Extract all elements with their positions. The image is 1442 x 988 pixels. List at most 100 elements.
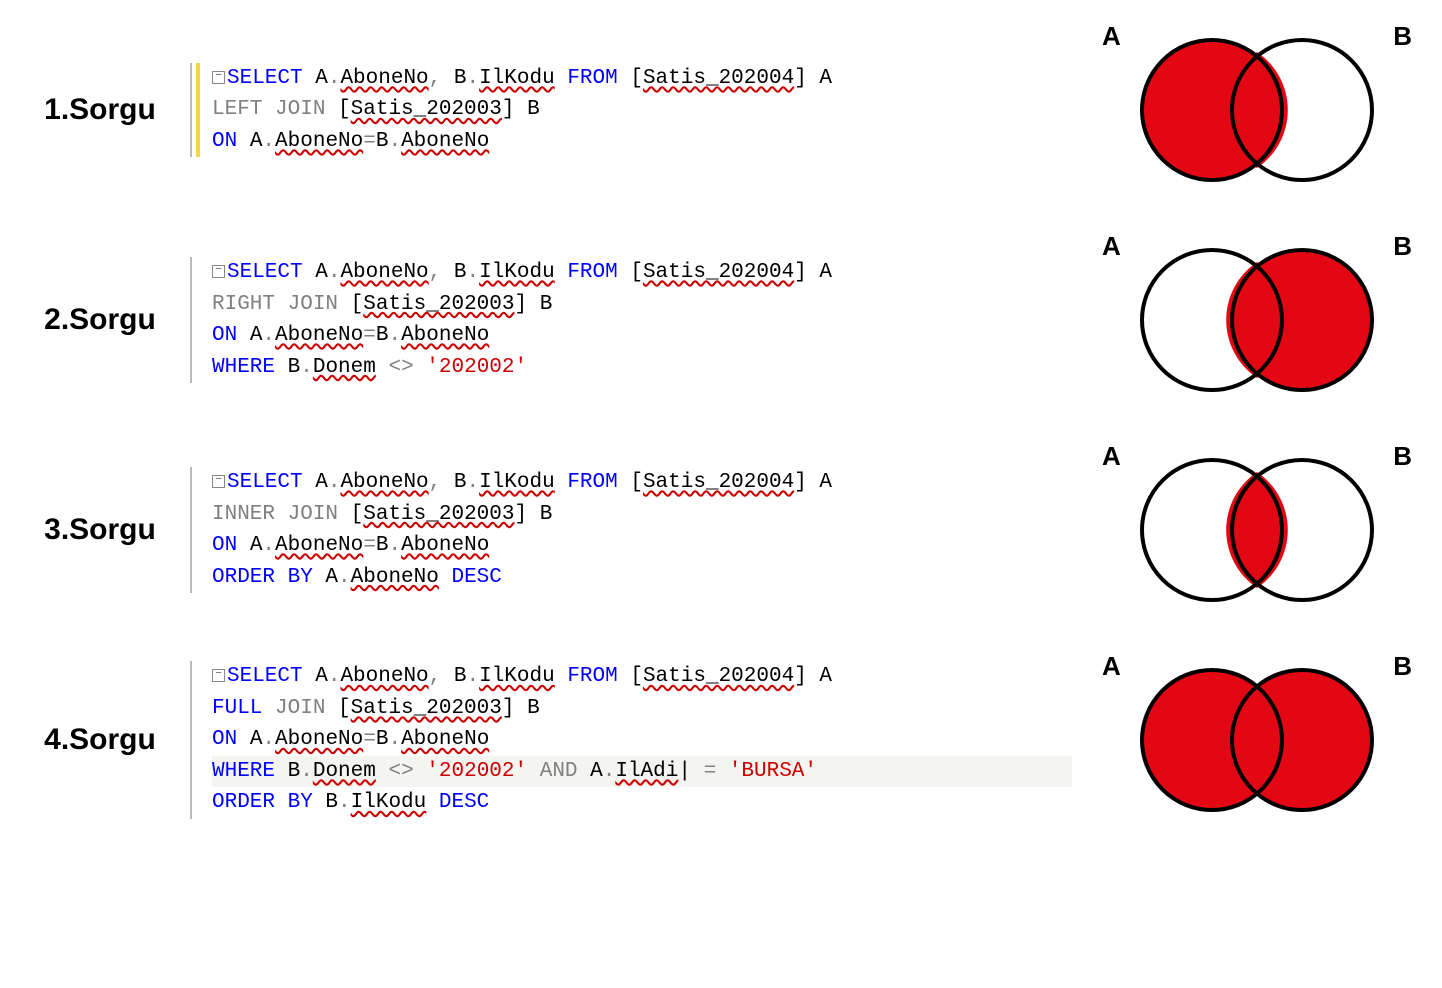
code-token: JOIN <box>275 697 338 720</box>
code-token: . <box>388 534 401 557</box>
code-token: ] <box>502 697 515 720</box>
code-token: , <box>429 261 454 284</box>
code-token: . <box>466 67 479 90</box>
code-token: . <box>328 471 341 494</box>
code-line: ON A.AboneNo=B.AboneNo <box>212 126 1072 158</box>
code-token: A <box>315 665 328 688</box>
code-token: , <box>429 665 454 688</box>
venn-diagram: AB <box>1092 235 1422 405</box>
code-token: B <box>454 665 467 688</box>
collapse-icon[interactable]: − <box>212 265 225 278</box>
code-token: SELECT <box>227 261 315 284</box>
code-token: FROM <box>555 261 631 284</box>
code-line: −SELECT A.AboneNo, B.IlKodu FROM [Satis_… <box>212 661 1072 693</box>
code-token: A <box>250 534 263 557</box>
code-line: INNER JOIN [Satis_202003] B <box>212 499 1072 531</box>
code-token: ] <box>794 67 807 90</box>
code-token: DESC <box>439 566 502 589</box>
code-token: IlKodu <box>479 261 555 284</box>
code-line: −SELECT A.AboneNo, B.IlKodu FROM [Satis_… <box>212 467 1072 499</box>
code-token: A <box>807 67 832 90</box>
code-token: IlKodu <box>479 665 555 688</box>
code-token: = <box>363 728 376 751</box>
code-token: IlKodu <box>479 67 555 90</box>
code-line: ORDER BY B.IlKodu DESC <box>212 787 1072 819</box>
code-token: A <box>807 471 832 494</box>
code-line: ON A.AboneNo=B.AboneNo <box>212 724 1072 756</box>
code-token: . <box>338 791 351 814</box>
code-token: LEFT <box>212 98 275 121</box>
code-token: B <box>454 67 467 90</box>
code-token: ] <box>514 293 527 316</box>
code-token: [ <box>630 67 643 90</box>
code-token: , <box>429 67 454 90</box>
code-token: B <box>454 261 467 284</box>
code-token: AboneNo <box>401 534 489 557</box>
code-token: = <box>363 324 376 347</box>
venn-diagram: AB <box>1092 445 1422 615</box>
code-token: [ <box>630 471 643 494</box>
code-token: [ <box>630 665 643 688</box>
code-line: WHERE B.Donem <> '202002' <box>212 352 1072 384</box>
collapse-icon[interactable]: − <box>212 71 225 84</box>
code-token: [ <box>338 697 351 720</box>
query-label: 1.Sorgu <box>20 93 180 127</box>
code-token: Satis_202004 <box>643 261 794 284</box>
code-token: AboneNo <box>401 728 489 751</box>
code-token: Satis_202003 <box>351 697 502 720</box>
venn-label-b: B <box>1393 231 1412 262</box>
code-token: . <box>328 261 341 284</box>
venn-label-a: A <box>1102 21 1121 52</box>
code-token: Satis_202003 <box>363 293 514 316</box>
query-label: 2.Sorgu <box>20 303 180 337</box>
code-token: <> <box>376 760 426 783</box>
code-block: −SELECT A.AboneNo, B.IlKodu FROM [Satis_… <box>190 257 1072 383</box>
code-token: B <box>288 760 301 783</box>
code-token: JOIN <box>288 293 351 316</box>
code-token: DESC <box>426 791 489 814</box>
code-token: = <box>691 760 729 783</box>
code-line: −SELECT A.AboneNo, B.IlKodu FROM [Satis_… <box>212 257 1072 289</box>
venn-label-a: A <box>1102 651 1121 682</box>
code-token: ON <box>212 130 250 153</box>
code-token: RIGHT <box>212 293 288 316</box>
code-token: [ <box>630 261 643 284</box>
code-token: ON <box>212 324 250 347</box>
code-line: ORDER BY A.AboneNo DESC <box>212 562 1072 594</box>
venn-diagram: AB <box>1092 655 1422 825</box>
code-block: −SELECT A.AboneNo, B.IlKodu FROM [Satis_… <box>190 467 1072 593</box>
code-token: A <box>590 760 603 783</box>
code-token: IlKodu <box>351 791 427 814</box>
code-token: ] <box>794 261 807 284</box>
code-token: = <box>363 534 376 557</box>
code-token: A <box>807 261 832 284</box>
code-token: Satis_202003 <box>351 98 502 121</box>
code-token: . <box>262 130 275 153</box>
code-token: SELECT <box>227 471 315 494</box>
venn-label-b: B <box>1393 651 1412 682</box>
code-token: ORDER BY <box>212 791 325 814</box>
venn-label-b: B <box>1393 441 1412 472</box>
collapse-icon[interactable]: − <box>212 475 225 488</box>
code-token: ] <box>794 665 807 688</box>
code-token: A <box>315 67 328 90</box>
code-token: [ <box>351 503 364 526</box>
code-token: . <box>262 728 275 751</box>
code-token: AboneNo <box>340 67 428 90</box>
code-token: Donem <box>313 356 376 379</box>
code-token: '202002' <box>426 356 527 379</box>
code-token: WHERE <box>212 760 288 783</box>
code-token: AboneNo <box>401 324 489 347</box>
code-token: , <box>429 471 454 494</box>
code-token: Donem <box>313 760 376 783</box>
collapse-icon[interactable]: − <box>212 669 225 682</box>
code-token: AboneNo <box>275 534 363 557</box>
code-line: RIGHT JOIN [Satis_202003] B <box>212 289 1072 321</box>
code-token: B <box>325 791 338 814</box>
code-token: SELECT <box>227 665 315 688</box>
code-token: 'BURSA' <box>729 760 817 783</box>
venn-label-b: B <box>1393 21 1412 52</box>
code-token: . <box>388 130 401 153</box>
venn-label-a: A <box>1102 231 1121 262</box>
code-token: FULL <box>212 697 275 720</box>
